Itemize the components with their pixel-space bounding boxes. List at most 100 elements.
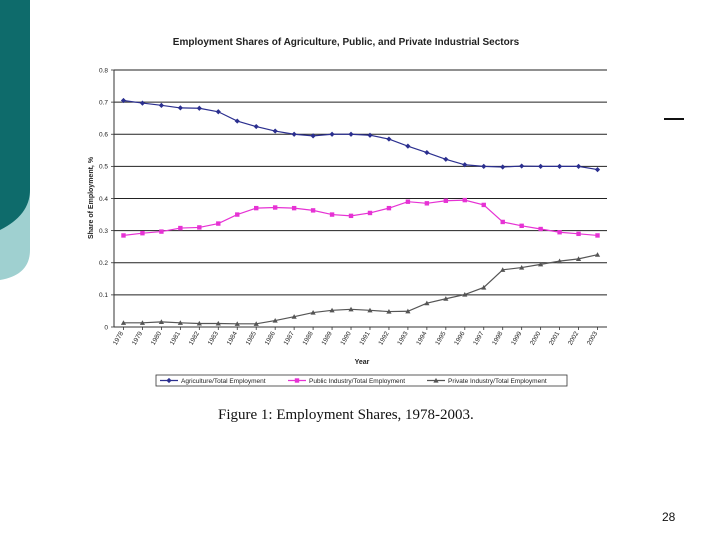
x-tick-label: 1993 [396, 330, 409, 346]
data-point [595, 233, 600, 238]
data-point [367, 307, 373, 313]
data-point [196, 320, 202, 326]
data-point [139, 100, 146, 106]
legend-item: Public Industry/Total Employment [288, 378, 405, 385]
x-tick-label: 1978 [112, 330, 125, 346]
data-point [216, 221, 221, 226]
data-point [481, 163, 487, 169]
y-tick-label: 0.8 [99, 67, 108, 74]
series-1 [120, 97, 601, 173]
x-tick-label: 1988 [302, 330, 315, 346]
data-point [310, 133, 316, 139]
data-point [443, 198, 449, 203]
x-tick-label: 1985 [245, 330, 258, 346]
x-tick-label: 2000 [529, 330, 542, 346]
data-point [159, 229, 164, 234]
y-tick-label: 0 [104, 324, 108, 331]
slide-decoration [0, 0, 30, 280]
data-point [234, 118, 240, 124]
y-tick-label: 0.4 [99, 196, 108, 203]
legend-item: Private Industry/Total Employment [427, 378, 547, 385]
legend-marker [166, 377, 172, 384]
legend-marker [294, 378, 300, 383]
teal-accent-dark [0, 0, 30, 230]
data-point [158, 102, 165, 108]
data-point [443, 296, 449, 301]
data-point [405, 143, 411, 149]
data-point [519, 163, 525, 169]
data-point [386, 205, 392, 211]
data-point [272, 205, 278, 210]
data-point [329, 307, 335, 313]
y-tick-label: 0.1 [99, 292, 108, 299]
data-point [234, 321, 240, 326]
x-tick-label: 1980 [150, 330, 163, 346]
data-point [121, 233, 126, 238]
data-point [291, 314, 297, 319]
data-point [424, 201, 430, 206]
data-point [538, 261, 544, 267]
series-2 [121, 197, 600, 238]
data-point [424, 149, 430, 156]
data-point [177, 105, 183, 111]
data-point [556, 163, 563, 169]
x-tick-label: 1999 [510, 330, 523, 346]
data-point [575, 163, 582, 169]
series-line [123, 254, 598, 325]
chart-title: Employment Shares of Agriculture, Public… [173, 37, 520, 48]
data-point [235, 212, 240, 217]
data-point [594, 252, 601, 257]
x-tick-label: 1984 [226, 330, 239, 346]
data-point [462, 162, 468, 168]
x-tick-label: 2003 [586, 330, 599, 346]
data-point [254, 205, 259, 211]
data-point [538, 163, 544, 169]
x-tick-label: 1991 [358, 330, 371, 346]
data-point [310, 208, 316, 213]
y-axis-ticks: 0 0.1 0.2 0.3 0.4 0.5 0.6 0.7 0.8 [99, 67, 114, 331]
data-point [500, 164, 506, 170]
x-tick-label: 1998 [491, 330, 504, 346]
legend-label: Public Industry/Total Employment [309, 378, 405, 385]
y-tick-label: 0.7 [99, 99, 108, 106]
series-line [123, 199, 598, 237]
x-tick-label: 1982 [188, 330, 201, 346]
data-point [178, 225, 183, 231]
data-point [177, 320, 183, 325]
data-point [215, 320, 221, 326]
data-point [253, 321, 259, 326]
y-axis-label: Share of Employment, % [88, 156, 95, 239]
data-point [386, 136, 392, 142]
data-point [310, 309, 316, 315]
x-tick-label: 2002 [567, 330, 580, 346]
data-point [329, 131, 335, 137]
legend-label: Private Industry/Total Employment [448, 378, 547, 385]
data-point [197, 225, 202, 230]
legend-marker [433, 377, 439, 383]
data-point [158, 319, 165, 324]
x-tick-label: 1992 [377, 330, 390, 346]
data-point [139, 320, 146, 325]
legend-item: Agriculture/Total Employment [160, 378, 266, 385]
data-point [348, 213, 354, 219]
x-tick-label: 1995 [434, 330, 447, 346]
data-point [462, 291, 468, 297]
x-tick-label: 1989 [320, 330, 333, 346]
x-tick-label: 1997 [472, 330, 485, 346]
y-tick-label: 0.3 [99, 228, 108, 235]
data-point [538, 226, 543, 232]
data-point [348, 131, 354, 137]
data-point [367, 210, 373, 216]
legend-box [155, 374, 568, 387]
data-point [291, 205, 297, 211]
data-point [576, 231, 581, 237]
page-number: 28 [662, 510, 676, 524]
x-tick-label: 2001 [548, 330, 561, 346]
data-point [405, 308, 411, 314]
data-point [594, 166, 601, 173]
x-tick-label: 1994 [415, 330, 428, 346]
legend-label: Agriculture/Total Employment [181, 378, 266, 385]
data-point [557, 230, 562, 235]
data-point [272, 317, 278, 323]
data-point [140, 230, 145, 236]
